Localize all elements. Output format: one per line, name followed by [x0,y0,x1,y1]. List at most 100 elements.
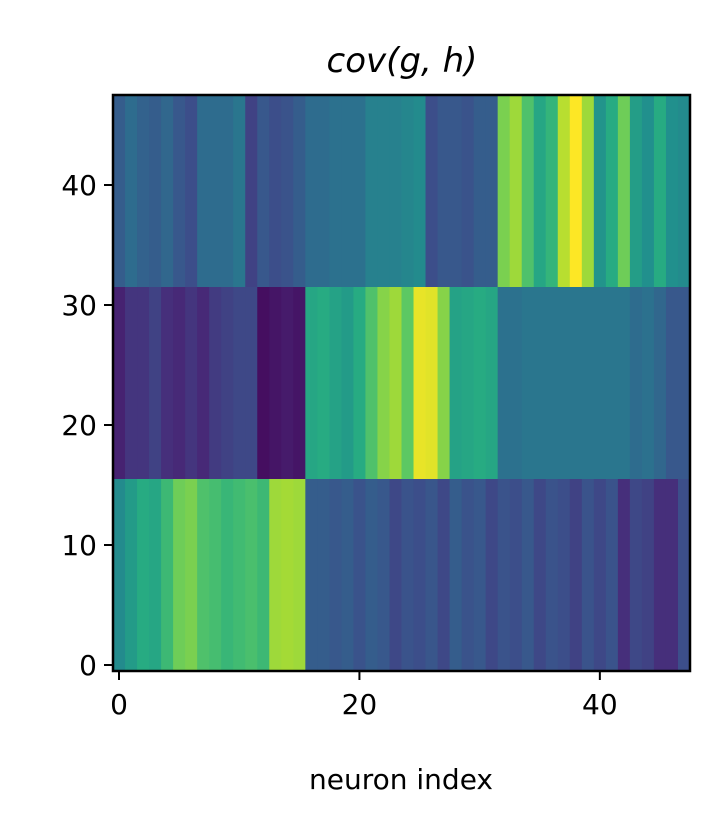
heatmap-cell [425,95,439,287]
heatmap-cell [653,95,667,287]
heatmap-cell [329,287,342,479]
heatmap-cell [185,287,198,479]
chart-title: cov(g, h) [327,41,478,81]
heatmap-cell [473,95,487,287]
heatmap-cell [125,95,138,287]
heatmap-cell [593,287,607,479]
y-tick-label: 20 [61,409,97,442]
heatmap-cell [593,95,607,287]
plot-frame [111,93,692,673]
heatmap-cell [665,479,679,671]
heatmap-cell [245,95,258,287]
heatmap-cell [341,287,355,479]
heatmap-cell [281,95,294,287]
heatmap-cell [365,287,379,479]
y-tick-label: 10 [61,529,97,562]
heatmap-cell [353,287,367,479]
heatmap-cell [605,287,619,479]
heatmap-cell [473,479,487,671]
x-tick-label: 20 [342,688,378,721]
heatmap-cell [677,479,691,671]
heatmap-cell [257,287,270,479]
heatmap-cell [533,287,547,479]
heatmap-cell [269,287,282,479]
heatmap-cell [329,95,342,287]
heatmap-cell [161,95,174,287]
heatmap-cell [401,479,415,671]
heatmap-cell [545,479,559,671]
heatmap-cell [497,479,511,671]
heatmap-cell [305,95,318,287]
heatmap-cell [389,95,403,287]
heatmap-cell [233,479,246,671]
heatmap-cell [269,479,282,671]
heatmap-cell [497,287,511,479]
heatmap-cell [233,95,246,287]
heatmap-cell [485,287,499,479]
heatmap-cell [521,287,535,479]
heatmap-cell [125,287,138,479]
heatmap-cell [557,479,571,671]
heatmap-cell [245,287,258,479]
heatmap-cell [497,95,511,287]
heatmap-cell [389,287,403,479]
heatmap-cell [485,479,499,671]
heatmap-cell [221,95,234,287]
heatmap-cell [389,479,403,671]
heatmap-cell [293,287,306,479]
heatmap-cell [665,287,679,479]
x-tick-label: 40 [582,688,618,721]
heatmap-cell [461,479,475,671]
heatmap-cell [209,287,222,479]
heatmap-cell [449,287,463,479]
heatmap-cell [617,95,631,287]
heatmap-cell [173,287,186,479]
heatmap-cell [173,479,186,671]
heatmap-cell [197,287,210,479]
heatmap-cell [329,479,342,671]
heatmap-cell [245,479,258,671]
heatmap-cell [401,287,415,479]
heatmap-cell [593,479,607,671]
heatmap-cell [581,479,595,671]
heatmap-cell [509,287,523,479]
heatmap-cell [185,95,198,287]
heatmap-cell [149,479,162,671]
heatmap-cell [341,479,355,671]
heatmap-cell [257,95,270,287]
heatmap-cell [293,479,306,671]
heatmap-cell [677,287,691,479]
heatmap-cell [437,287,451,479]
heatmap-cell [221,479,234,671]
heatmap-cell [569,95,583,287]
heatmap-cell [317,95,330,287]
heatmap-cell [341,95,355,287]
heatmap-cell [569,479,583,671]
heatmap-cell [617,479,631,671]
heatmap-cell [425,287,439,479]
heatmap-cell [677,95,691,287]
heatmap-cell [377,287,391,479]
heatmap-cell [161,479,174,671]
heatmap-cell [113,287,126,479]
heatmap-cell [149,95,162,287]
heatmap-cell [629,287,643,479]
heatmap-cell [413,287,427,479]
heatmap-cell [113,95,126,287]
heatmap-cell [485,95,499,287]
heatmap-cell [197,95,210,287]
heatmap-cell [629,95,643,287]
heatmap-cell [221,287,234,479]
heatmap-cell [413,479,427,671]
heatmap-cell [653,479,667,671]
heatmap-cell [617,287,631,479]
heatmap-cell [557,95,571,287]
heatmap-cell [137,95,150,287]
heatmap-cell [605,95,619,287]
heatmap-cell [197,479,210,671]
heatmap-cell [113,479,126,671]
heatmap-cell [353,479,367,671]
heatmap-cell [449,95,463,287]
heatmap-cell [449,479,463,671]
